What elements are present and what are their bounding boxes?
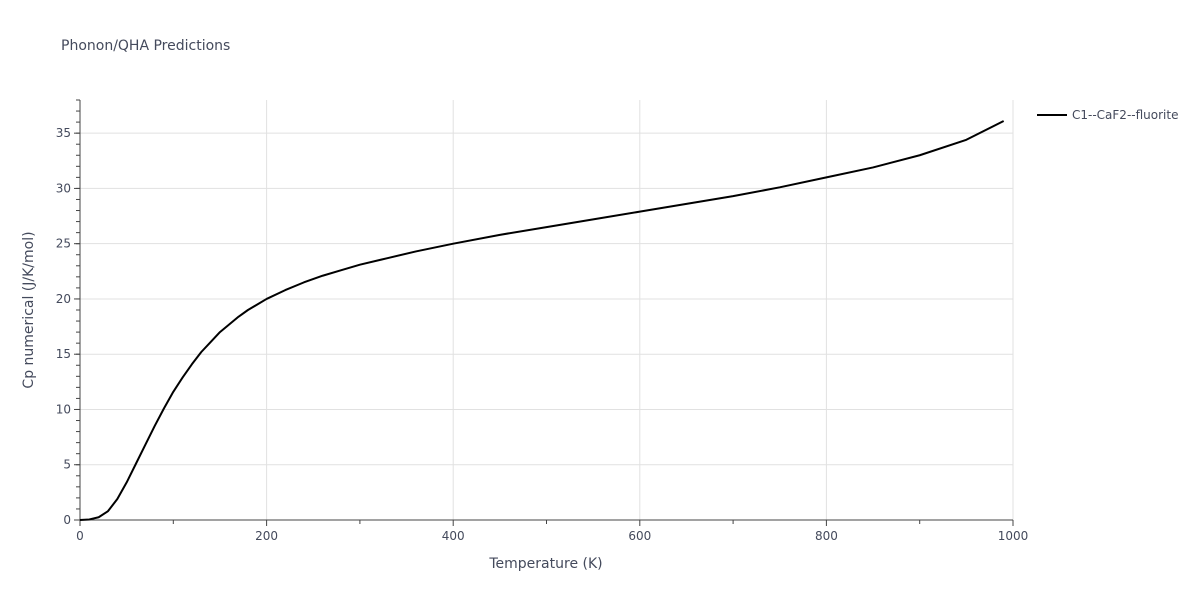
x-tick-label: 800 — [815, 529, 838, 543]
y-tick-labels: 0 5 10 15 20 25 30 35 — [56, 126, 71, 527]
y-tick-label: 35 — [56, 126, 71, 140]
x-tick-label: 400 — [442, 529, 465, 543]
legend[interactable]: C1--CaF2--fluorite — [1037, 108, 1178, 122]
y-axis-title: Cp numerical (J/K/mol) — [21, 231, 37, 388]
y-tick-label: 5 — [63, 458, 71, 472]
x-tick-label: 200 — [255, 529, 278, 543]
grid — [80, 100, 1014, 520]
y-minor-ticks — [74, 99, 1014, 526]
y-tick-label: 0 — [63, 513, 71, 527]
axes — [79, 100, 1013, 521]
y-tick-label: 10 — [56, 402, 71, 416]
x-tick-label: 0 — [76, 529, 84, 543]
x-axis-title: Temperature (K) — [488, 556, 602, 572]
series-line — [79, 120, 1005, 521]
legend-item-label: C1--CaF2--fluorite — [1072, 108, 1178, 122]
y-tick-label: 30 — [56, 181, 71, 195]
y-tick-label: 25 — [56, 237, 71, 251]
x-tick-label: 1000 — [998, 529, 1029, 543]
y-tick-label: 20 — [56, 292, 71, 306]
x-tick-label: 600 — [628, 529, 651, 543]
x-tick-labels: 0 200 400 600 800 1000 — [76, 529, 1028, 543]
y-tick-label: 15 — [56, 347, 71, 361]
chart-title: Phonon/QHA Predictions — [61, 38, 230, 54]
series-layer — [79, 120, 1005, 521]
